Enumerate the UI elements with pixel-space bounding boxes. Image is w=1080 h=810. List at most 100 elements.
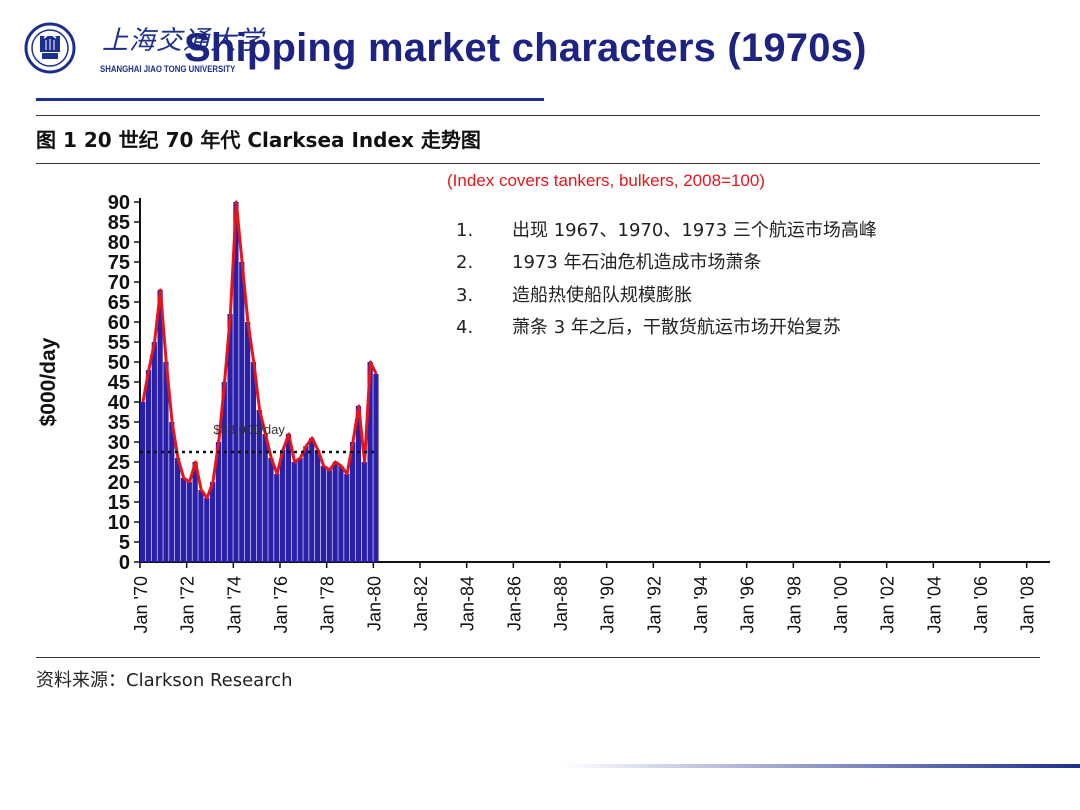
bar <box>297 458 303 562</box>
y-tick-label: 0 <box>119 552 130 574</box>
bar <box>175 458 181 562</box>
y-tick-label: 35 <box>108 412 130 434</box>
x-tick-label: Jan '94 <box>691 576 711 633</box>
note-text: 萧条 3 年之后，干散货航运市场开始复苏 <box>512 317 841 338</box>
bar <box>274 474 280 562</box>
bar <box>367 362 373 562</box>
figure-top-rule <box>36 115 1040 116</box>
title-underline <box>36 98 544 101</box>
bar <box>268 458 274 562</box>
bar <box>320 466 327 562</box>
y-tick-label: 30 <box>108 432 130 454</box>
x-tick-label: Jan '04 <box>924 576 944 633</box>
bar <box>180 478 187 562</box>
y-tick-label: 70 <box>108 272 130 294</box>
bar <box>204 498 210 562</box>
index-line <box>141 200 378 500</box>
x-tick-label: Jan-86 <box>504 576 524 631</box>
y-tick-label: 65 <box>108 292 130 314</box>
note-number: 3. <box>456 285 474 306</box>
bar <box>169 422 175 562</box>
bar <box>373 374 379 562</box>
y-axis-label: $000/day <box>37 337 60 426</box>
bar <box>210 482 216 562</box>
bar <box>250 362 257 562</box>
note-text: 出现 1967、1970、1973 三个航运市场高峰 <box>512 220 877 241</box>
x-tick-label: Jan '00 <box>831 576 851 633</box>
x-tick-label: Jan '98 <box>784 576 804 633</box>
slide-title: Shipping market characters (1970s) <box>184 26 867 70</box>
y-tick-label: 75 <box>108 252 130 274</box>
bar <box>157 290 163 562</box>
x-tick-label: Jan '96 <box>738 576 758 633</box>
y-tick-label: 15 <box>108 492 130 514</box>
bar <box>245 322 251 562</box>
bar <box>309 438 315 562</box>
note-text: 造船热使船队规模膨胀 <box>512 285 692 306</box>
bar <box>215 442 222 562</box>
x-tick-label: Jan '78 <box>318 576 338 633</box>
y-tick-label: 10 <box>108 512 130 534</box>
y-tick-label: 40 <box>108 392 130 414</box>
y-tick-label: 25 <box>108 452 130 474</box>
bar <box>315 450 321 562</box>
y-tick-label: 80 <box>108 232 130 254</box>
figure-caption: 图 1 20 世纪 70 年代 Clarksea Index 走势图 <box>36 128 481 152</box>
bar <box>233 202 239 562</box>
chart-subtitle: (Index covers tankers, bulkers, 2008=100… <box>447 171 765 190</box>
bar <box>256 410 262 562</box>
x-tick-label: Jan '76 <box>271 576 291 633</box>
bar <box>140 402 146 562</box>
y-tick-label: 90 <box>108 192 130 214</box>
university-name-en: SHANGHAI JIAO TONG UNIVERSITY <box>100 64 236 75</box>
bar <box>355 406 362 562</box>
bar <box>262 434 268 562</box>
reference-label: $33,000/day <box>213 422 285 437</box>
bar <box>145 370 152 562</box>
bar <box>326 470 332 562</box>
x-tick-label: Jan '02 <box>878 576 898 633</box>
x-tick-label: Jan '74 <box>224 576 244 633</box>
note-text: 1973 年石油危机造成市场萧条 <box>512 252 762 273</box>
x-tick-label: Jan '92 <box>644 576 664 633</box>
bar <box>350 442 356 562</box>
x-tick-label: Jan '70 <box>131 576 151 633</box>
note-item: 2. 1973 年石油危机造成市场萧条 <box>456 248 762 274</box>
bar <box>163 362 169 562</box>
bar <box>285 434 292 562</box>
bar <box>192 462 198 562</box>
y-tick-label: 20 <box>108 472 130 494</box>
clarksea-index-chart: (Index covers tankers, bulkers, 2008=100… <box>37 171 1050 633</box>
bar <box>186 482 192 562</box>
figure-caption-rule <box>36 163 1040 164</box>
note-number: 1. <box>456 220 474 241</box>
x-tick-label: Jan '06 <box>971 576 991 633</box>
bar <box>361 462 367 562</box>
x-tick-label: Jan-82 <box>411 576 431 631</box>
y-tick-label: 55 <box>108 332 130 354</box>
bar <box>338 466 344 562</box>
bar <box>280 450 286 562</box>
university-name-cn: 上海交通大学 <box>102 26 265 56</box>
x-tick-label: Jan-80 <box>364 576 384 631</box>
y-tick-label: 85 <box>108 212 130 234</box>
bar <box>344 474 350 562</box>
x-tick-label: Jan '72 <box>178 576 198 633</box>
bar <box>332 462 338 562</box>
figure-bottom-rule <box>36 657 1040 658</box>
x-tick-label: Jan-88 <box>551 576 571 631</box>
y-tick-label: 5 <box>119 532 130 554</box>
bar <box>227 314 233 562</box>
bar <box>303 446 309 562</box>
note-item: 1. 出现 1967、1970、1973 三个航运市场高峰 <box>456 216 877 242</box>
university-seal-icon <box>24 22 76 74</box>
bar <box>239 262 245 562</box>
y-tick-label: 45 <box>108 372 130 394</box>
y-tick-label: 50 <box>108 352 130 374</box>
notes-box <box>438 206 1014 382</box>
footer-rule <box>560 764 1080 768</box>
bar <box>291 462 297 562</box>
source-note: 资料来源：Clarkson Research <box>36 670 293 691</box>
bar <box>221 382 227 562</box>
y-tick-label: 60 <box>108 312 130 334</box>
